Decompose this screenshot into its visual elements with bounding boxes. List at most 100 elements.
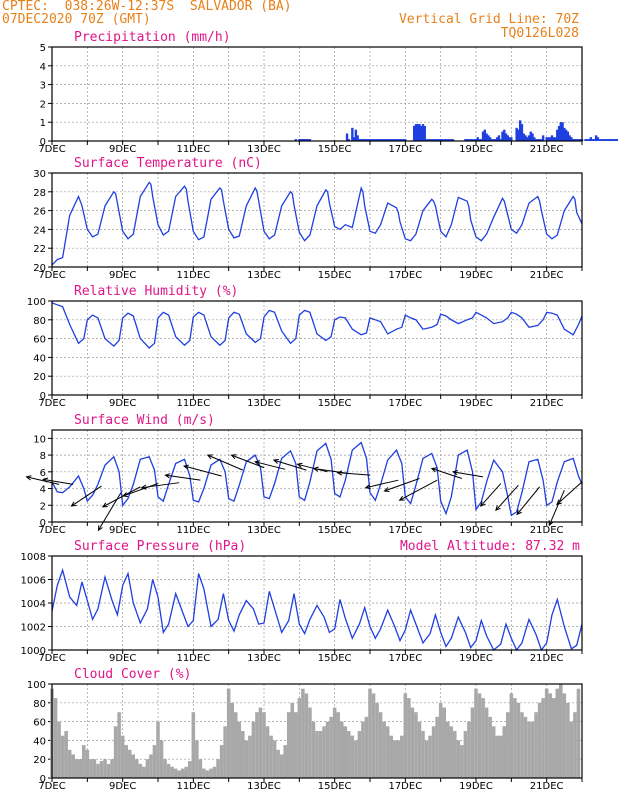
precip-bar xyxy=(418,124,421,141)
precip-bar xyxy=(372,139,375,141)
precip-bar xyxy=(575,139,578,141)
cloud-area-bar xyxy=(396,740,401,778)
temp-xtick-label: 19DEC xyxy=(459,270,493,281)
station-header: CPTEC: 038:26W-12:37S SALVADOR (BA) xyxy=(2,0,292,14)
wind-vector-head xyxy=(230,454,237,460)
precip-bar xyxy=(437,139,441,141)
cloud-xtick-label: 15DEC xyxy=(318,781,352,792)
cloud-area-bar xyxy=(364,716,369,778)
cloud-area-bar xyxy=(308,707,312,778)
pres-annotation: Model Altitude: 87.32 m xyxy=(400,539,580,554)
precip-bar xyxy=(584,139,587,141)
cloud-area-bar xyxy=(530,721,535,778)
rh-xtick-label: 19DEC xyxy=(459,398,493,409)
wind-vector-head xyxy=(182,464,190,470)
wind-xtick-label: 7DEC xyxy=(38,525,65,536)
pres-xtick-label: 13DEC xyxy=(247,653,281,664)
temp-ytick-label: 30 xyxy=(33,169,46,180)
cloud-area-bar xyxy=(258,707,263,778)
rh-series-line xyxy=(51,302,583,349)
precip-bar xyxy=(563,127,566,141)
precip-bar xyxy=(471,139,474,141)
cloud-area-bar xyxy=(407,698,411,778)
precip-bar xyxy=(517,129,520,141)
cloud-area-bar xyxy=(417,721,422,778)
precip-bar xyxy=(469,139,472,141)
cloud-area-bar xyxy=(576,688,581,778)
cloud-area-bar xyxy=(474,688,478,778)
cloud-area-bar xyxy=(523,716,528,778)
temp-ytick-label: 20 xyxy=(33,263,46,274)
cloud-area-bar xyxy=(163,759,167,778)
precip-bar xyxy=(596,137,600,141)
cloud-area-bar xyxy=(156,721,160,778)
precip-ytick-label: 0 xyxy=(40,137,46,148)
cloud-area-bar xyxy=(484,707,489,778)
wind-vector-head xyxy=(296,462,303,468)
temp-title: Surface Temperature (nC) xyxy=(74,156,262,171)
cloud-area-bar xyxy=(502,726,507,778)
temp-series-line xyxy=(51,181,583,266)
rh-title: Relative Humidity (%) xyxy=(74,284,238,299)
precip-bar xyxy=(386,139,389,141)
wind-xtick-label: 15DEC xyxy=(318,525,352,536)
wind-xtick-label: 17DEC xyxy=(388,525,422,536)
precip-bar xyxy=(533,137,536,141)
pres-title: Surface Pressure (hPa) xyxy=(74,539,246,554)
wind-ytick-label: 4 xyxy=(40,485,46,496)
precip-bar xyxy=(428,139,432,141)
precip-bar xyxy=(345,133,349,141)
precip-ytick-label: 2 xyxy=(40,99,46,110)
wind-panel-bg xyxy=(52,430,582,522)
cloud-area-bar xyxy=(445,721,450,778)
precip-bar xyxy=(515,127,518,141)
cloud-area-bar xyxy=(329,716,333,778)
cloud-area-bar xyxy=(205,770,210,778)
pres-ytick-label: 1004 xyxy=(21,599,46,610)
cloud-area-bar xyxy=(350,735,355,778)
precip-title: Precipitation (mm/h) xyxy=(74,30,231,45)
cloud-area-bar xyxy=(551,698,556,778)
precip-bar xyxy=(524,135,527,141)
rh-xtick-label: 17DEC xyxy=(388,398,422,409)
cloud-area-bar xyxy=(283,745,287,778)
cloud-area-bar xyxy=(491,726,496,778)
cloud-area-bar xyxy=(463,731,468,778)
precip-bar xyxy=(540,139,543,141)
precip-bar xyxy=(377,139,381,141)
pres-ytick-label: 1000 xyxy=(21,646,46,657)
cloud-area-bar xyxy=(92,759,97,778)
wind-title: Surface Wind (m/s) xyxy=(74,413,215,428)
cloud-area-bar xyxy=(71,754,75,778)
cloud-area-bar xyxy=(368,688,372,778)
precip-bar xyxy=(390,139,393,141)
precip-bar xyxy=(473,139,476,141)
precip-bar xyxy=(531,133,534,141)
cloud-area-bar xyxy=(209,768,213,778)
cloud-area-bar xyxy=(339,721,344,778)
precip-bar xyxy=(594,135,598,141)
wind-vector-head xyxy=(272,458,279,464)
cloud-area-bar xyxy=(569,721,574,778)
cloud-area-bar xyxy=(347,731,351,778)
cloud-area-bar xyxy=(403,693,408,778)
temp-xtick-label: 21DEC xyxy=(530,270,564,281)
precip-frame xyxy=(51,46,583,142)
cloud-area-bar xyxy=(57,721,61,778)
temp-ytick-label: 28 xyxy=(33,188,46,199)
cloud-area-bar xyxy=(544,688,549,778)
temp-xtick-label: 15DEC xyxy=(318,270,352,281)
cloud-area-bar xyxy=(124,745,128,778)
rh-ytick-label: 20 xyxy=(33,372,46,383)
cloud-area-bar xyxy=(414,712,418,778)
precip-bar xyxy=(603,139,607,141)
precip-bar xyxy=(612,139,615,141)
precip-bar xyxy=(586,139,589,141)
cloud-area-bar xyxy=(279,754,284,778)
wind-vector-head xyxy=(430,467,437,473)
precip-xtick-label: 9DEC xyxy=(109,144,136,155)
wind-vector xyxy=(399,479,438,501)
wind-vector xyxy=(452,471,484,478)
precip-xtick-label: 7DEC xyxy=(38,144,65,155)
rh-ytick-label: 100 xyxy=(27,297,46,308)
